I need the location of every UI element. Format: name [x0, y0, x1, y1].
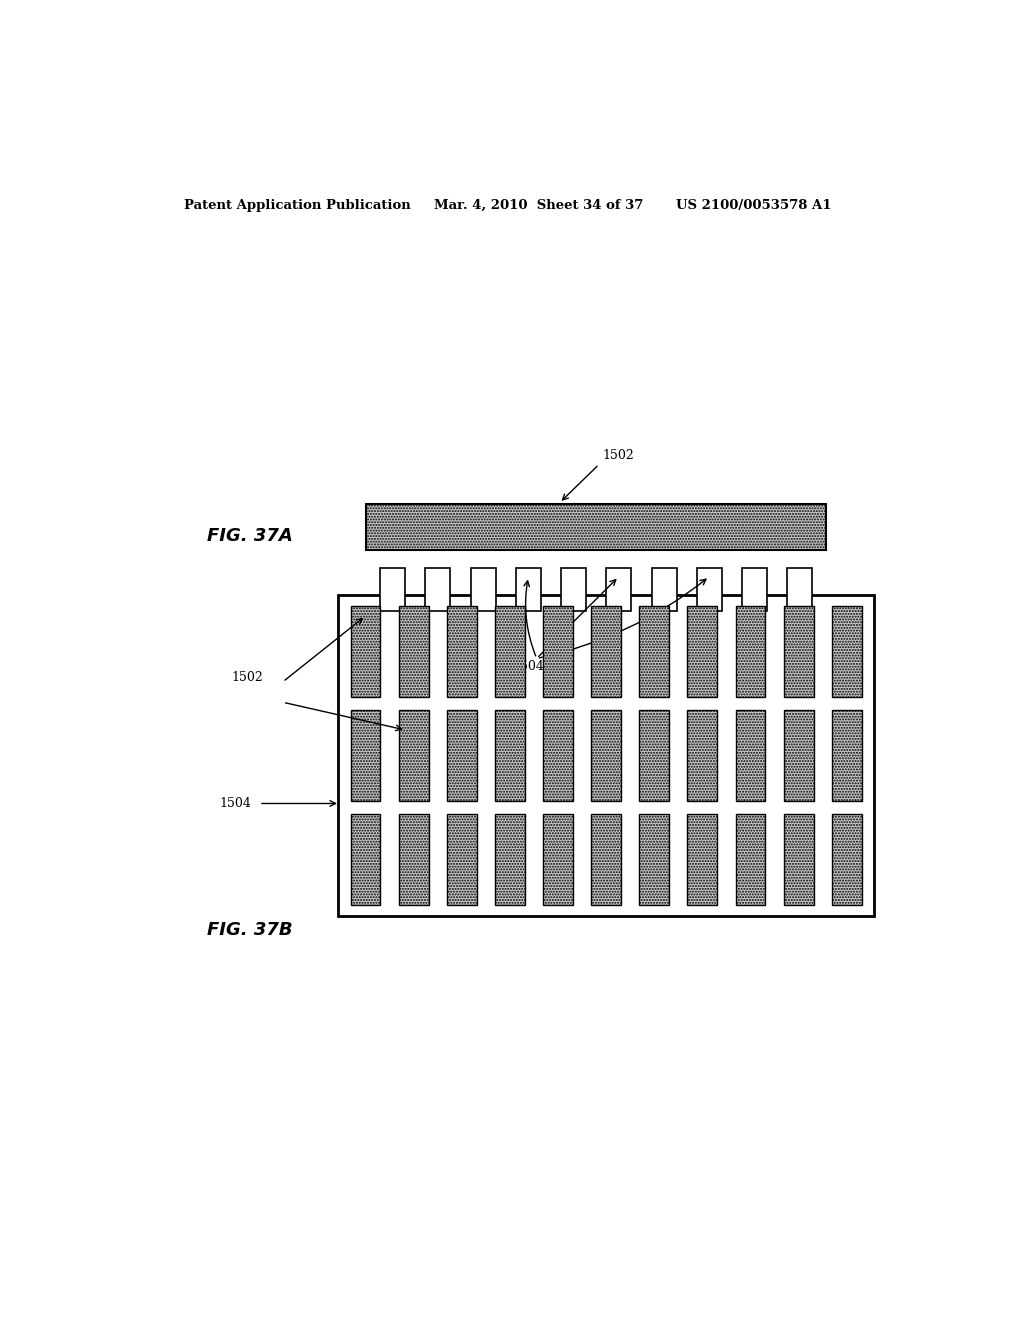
Bar: [398, 710, 429, 801]
Text: 1502: 1502: [231, 672, 263, 684]
Bar: [735, 606, 765, 697]
Bar: [831, 606, 861, 697]
Text: FIG. 37B: FIG. 37B: [207, 921, 293, 939]
Text: US 2100/0053578 A1: US 2100/0053578 A1: [676, 198, 831, 211]
Bar: [783, 606, 813, 697]
Bar: [446, 814, 477, 906]
Text: Mar. 4, 2010  Sheet 34 of 37: Mar. 4, 2010 Sheet 34 of 37: [433, 198, 643, 211]
Bar: [380, 568, 406, 611]
Bar: [591, 606, 622, 697]
Bar: [398, 814, 429, 906]
Bar: [350, 606, 381, 697]
Bar: [446, 606, 477, 697]
Bar: [651, 568, 677, 611]
Bar: [697, 568, 722, 611]
Bar: [425, 568, 451, 611]
Bar: [591, 710, 622, 801]
Bar: [831, 710, 861, 801]
Bar: [338, 595, 874, 916]
Bar: [350, 710, 381, 801]
Bar: [591, 814, 622, 906]
Bar: [787, 568, 812, 611]
Bar: [606, 568, 631, 611]
Bar: [783, 814, 813, 906]
Text: Patent Application Publication: Patent Application Publication: [183, 198, 411, 211]
Bar: [446, 710, 477, 801]
Bar: [639, 814, 669, 906]
Bar: [735, 710, 765, 801]
Text: 1502: 1502: [602, 449, 634, 462]
Bar: [495, 814, 525, 906]
Bar: [543, 606, 573, 697]
Bar: [471, 568, 496, 611]
Bar: [543, 710, 573, 801]
Bar: [639, 606, 669, 697]
Bar: [367, 504, 826, 549]
Bar: [398, 606, 429, 697]
Bar: [735, 814, 765, 906]
Bar: [687, 710, 717, 801]
Bar: [783, 710, 813, 801]
Bar: [831, 814, 861, 906]
Bar: [495, 606, 525, 697]
Bar: [543, 814, 573, 906]
Bar: [687, 814, 717, 906]
Bar: [687, 606, 717, 697]
Text: 1504: 1504: [219, 797, 251, 810]
Bar: [561, 568, 586, 611]
Bar: [495, 710, 525, 801]
Bar: [350, 814, 381, 906]
Bar: [742, 568, 767, 611]
Bar: [639, 710, 669, 801]
Text: 1504: 1504: [513, 660, 545, 673]
Bar: [516, 568, 541, 611]
Text: FIG. 37A: FIG. 37A: [207, 527, 293, 545]
